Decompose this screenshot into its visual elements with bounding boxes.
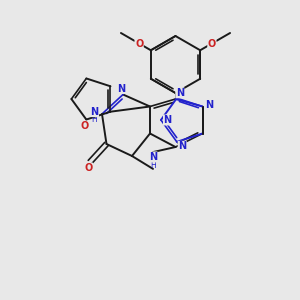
- Text: N: N: [164, 115, 172, 125]
- Text: N: N: [176, 88, 184, 98]
- Text: O: O: [84, 163, 93, 173]
- Text: N: N: [90, 106, 99, 117]
- Text: O: O: [135, 38, 143, 49]
- Text: N: N: [178, 141, 186, 151]
- Text: O: O: [81, 121, 89, 131]
- Text: O: O: [208, 38, 216, 49]
- Text: H: H: [150, 160, 156, 169]
- Text: N: N: [149, 152, 157, 162]
- Text: N: N: [205, 100, 213, 110]
- Text: N: N: [117, 83, 126, 94]
- Text: H: H: [92, 115, 98, 124]
